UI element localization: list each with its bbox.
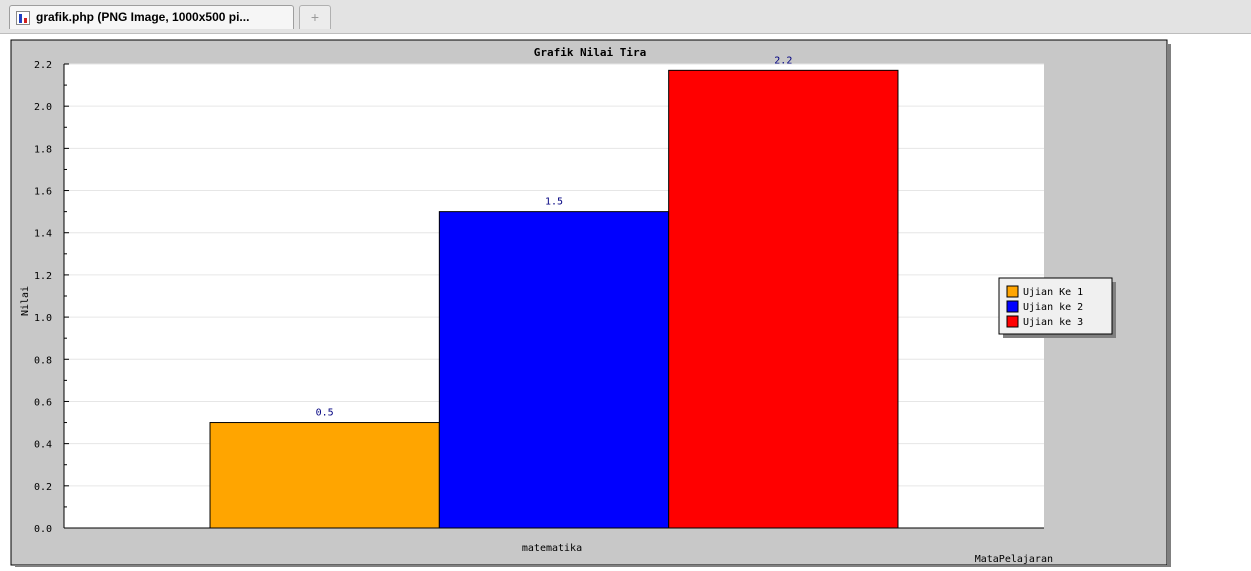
y-tick-label: 2.0 [34,102,52,113]
y-tick-label: 0.6 [34,397,52,408]
y-tick-label: 1.2 [34,271,52,282]
y-tick-label: 0.2 [34,482,52,493]
legend-swatch [1006,300,1019,313]
x-axis-label: MataPelajaran [975,554,1053,565]
bar [209,422,440,529]
y-tick-label: 1.8 [34,144,52,155]
chart-title: Grafik Nilai Tira [534,46,647,59]
chart-image: 0.5 1.5 2.2 0.0 0.2 0.4 0.6 0.8 1.0 1.2 1.4 1.6 1.8… [0,34,1251,571]
y-tick-label: 0.8 [34,355,52,366]
bar-chart: 0.5 1.5 2.2 0.0 0.2 0.4 0.6 0.8 1.0 1.2 1.4 1.6 1.8… [10,39,1171,569]
y-axis-label: Nilai [20,286,31,316]
bar-value-label: 1.5 [545,197,563,208]
legend-swatch [1006,285,1019,298]
panel-shadow-right [1167,44,1171,569]
bar-value-label: 2.2 [774,55,792,66]
y-tick-label: 1.4 [34,229,52,240]
y-tick-label: 0.4 [34,440,52,451]
y-tick-label: 1.6 [34,187,52,198]
legend: Ujian Ke 1 Ujian ke 2 Ujian ke 3 [998,277,1116,338]
legend-swatch [1006,315,1019,328]
browser-tab[interactable]: grafik.php (PNG Image, 1000x500 pi... [9,5,294,29]
legend-label: Ujian ke 3 [1023,317,1083,328]
legend-label: Ujian ke 2 [1023,302,1083,313]
bar [438,211,670,529]
bar [668,69,899,529]
y-tick-label: 0.0 [34,524,52,535]
bar-value-label: 0.5 [316,408,334,419]
y-tick-label: 1.0 [34,313,52,324]
new-tab-button[interactable]: + [299,5,331,29]
image-file-icon [16,11,30,25]
tab-title: grafik.php (PNG Image, 1000x500 pi... [36,10,250,24]
y-tick-label: 2.2 [34,60,52,71]
x-category-label: matematika [522,543,582,554]
browser-tab-bar: grafik.php (PNG Image, 1000x500 pi... + [0,0,1251,34]
legend-label: Ujian Ke 1 [1023,287,1083,298]
